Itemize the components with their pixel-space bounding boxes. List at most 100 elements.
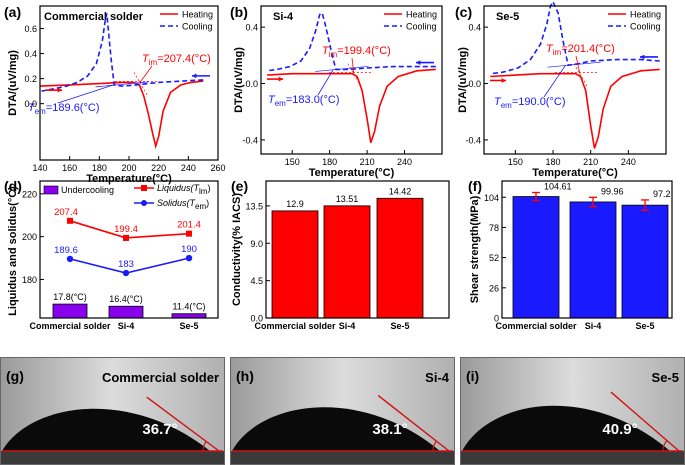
category-label: Commercial solder [495,321,577,331]
x-axis-label: Temperature(°C) [86,173,172,185]
y-tick-label: -0.4 [242,135,258,145]
legend-undercooling-label: Undercooling [61,185,114,195]
tangent-line [95,81,149,88]
annotation-value: =183.0(°C) [286,94,340,106]
y-tick-label: 26 [489,283,499,293]
category-label: Se-5 [390,321,409,331]
y-axis-label: Liquidus and solidus(°C) [7,186,19,316]
panel-label: (f) [468,178,482,194]
x-tick-label: 150 [508,157,523,167]
panel-label: (d) [4,178,22,194]
annotation-value: =207.4(°C) [157,53,211,65]
y-tick-label: 0.4 [245,23,258,33]
x-tick-label: 180 [546,157,561,167]
annotation-pointer [317,69,334,96]
liquidus-marker [123,234,129,241]
annotation-pointer [139,65,153,83]
x-axis-label: Temperature(°C) [532,167,618,179]
annotation-subscript: em [275,99,286,108]
photo-panel-1: 36.7° (g) Commercial solder [0,357,225,465]
panel-label: (a) [4,4,21,20]
legend-liquidus-label: Liquidus(Tlm) [157,183,210,196]
photo-title: Si-4 [425,370,450,385]
undercooling-value-label: 17.8(°C) [53,292,87,302]
annotation-symbol: T [494,96,502,108]
bar-value-label: 14.42 [389,186,412,196]
annotation-symbol: T [28,102,36,114]
solidus-value-label: 183 [118,259,134,270]
panel-label: (g) [6,368,24,384]
solder-droplet [2,408,210,451]
heating-direction-arrow-head [57,87,62,93]
liquidus-value-label: 199.4 [114,224,138,235]
plot-frame [260,5,443,155]
annotation-t-em: Tem=183.0(°C) [268,94,339,108]
x-tick-label: 140 [32,163,47,173]
undercooling-value-label: 16.4(°C) [109,294,143,304]
value-bar [512,196,560,319]
x-tick-label: 240 [621,157,636,167]
x-tick-label: 260 [210,163,225,173]
solidus-value-label: 190 [181,244,197,255]
y-axis-label: Conductivity(% IACS) [231,193,243,306]
angle-arc [662,440,668,452]
panel-label: (e) [231,178,248,194]
legend-solidus-marker [141,200,147,206]
bar-value-label: 99.96 [601,186,624,196]
annotation-value: =190.0(°C) [512,96,566,108]
y-tick-label: 13.5 [245,201,263,211]
solidus-marker [66,255,74,263]
annotation-symbol: T [268,94,276,106]
photo-panel-3: 40.9° (i) Se-5 [460,357,685,465]
heating-direction-arrow-head [278,76,283,82]
legend-solidus-label: Solidus(Tem) [157,198,209,211]
tangent-line [315,66,369,72]
annotation-t-im: Tim=199.4(°C) [322,45,391,59]
chart-panel-e: (e) 12.9 13.51 14.42 0.0 4.5 9.0 13.5 Commercial… [231,178,450,331]
angle-arc [202,441,207,452]
x-tick-label: 240 [181,163,196,173]
chart-panel-f: (f) 104.61 99.96 97.2 0 26 52 78 104 Commercial s… [468,178,673,331]
annotation-subscript: im [329,50,338,59]
annotation-t-em: Tem=189.6(°C) [28,102,99,116]
annotation-subscript: im [149,58,158,67]
value-bar [569,201,617,319]
legend-heating-label: Heating [406,10,437,20]
value-bar [323,205,371,319]
annotation-value: =199.4(°C) [337,45,391,57]
annotation-t-em: Tem=190.0(°C) [494,96,565,110]
x-tick-label: 180 [92,163,107,173]
y-tick-label: 220 [22,189,37,199]
annotation-subscript: im [553,48,562,57]
heating-direction-arrow-head [501,78,506,83]
x-tick-label: 240 [397,157,412,167]
annotation-value: ) [206,198,209,208]
liquidus-marker [186,230,192,237]
photo-panel-2: 38.1° (h) Si-4 [230,357,455,465]
bar-value-label: 97.2 [653,189,671,199]
y-tick-label: 4.5 [250,276,263,286]
category-label: Commercial solder [254,321,336,331]
y-tick-label: 78 [489,223,499,233]
contact-angle-label: 36.7° [142,421,177,438]
annotation-t-im: Tim=207.4(°C) [142,53,211,67]
x-tick-label: 210 [583,157,598,167]
value-bar [376,197,424,319]
liquidus-marker [67,217,73,224]
chart-panel-b: (b) Si-4 HeatingCoolingTim=199.4(°C)Tem=18… [230,4,443,179]
legend-undercooling-swatch [43,185,59,195]
y-axis-label: DTA/(uV/mg) [233,47,245,113]
annotation-value: ) [207,183,210,193]
liquidus-value-label: 207.4 [54,207,78,218]
y-tick-label: 0.0 [245,79,258,89]
solder-droplet [232,407,440,451]
x-tick-label: 150 [285,157,300,167]
tangent-line [547,61,601,68]
y-tick-label: 0.4 [468,23,481,33]
category-label: Si-4 [118,321,135,331]
chart-panel-a: (a) Commercial solder Heating Cooling Tim=20… [4,4,226,185]
y-tick-label: 0.4 [24,49,37,59]
annotation-t-im: Tim=201.4(°C) [546,43,615,57]
solidus-marker [122,269,130,277]
contact-angle-label: 40.9° [602,421,637,438]
